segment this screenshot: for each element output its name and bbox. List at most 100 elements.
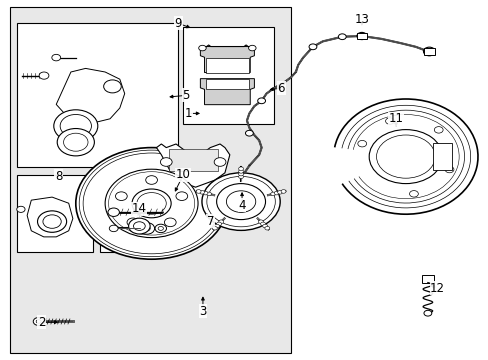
Text: 8: 8 [55, 170, 62, 183]
Circle shape [108, 172, 194, 235]
Circle shape [281, 190, 285, 193]
Polygon shape [205, 58, 248, 72]
Text: 1: 1 [184, 107, 192, 120]
Circle shape [338, 34, 346, 40]
Circle shape [54, 110, 98, 142]
Text: 4: 4 [238, 199, 245, 212]
Circle shape [238, 167, 243, 171]
Circle shape [226, 191, 255, 212]
Polygon shape [27, 197, 73, 237]
Circle shape [423, 47, 434, 56]
Circle shape [203, 191, 207, 195]
Circle shape [43, 215, 61, 228]
Circle shape [143, 226, 150, 231]
Circle shape [105, 169, 198, 238]
Circle shape [109, 225, 118, 232]
Circle shape [270, 192, 275, 196]
Circle shape [76, 148, 227, 259]
Circle shape [176, 192, 187, 201]
Polygon shape [156, 144, 229, 187]
Circle shape [212, 226, 217, 230]
Text: 10: 10 [176, 168, 190, 181]
Circle shape [39, 72, 49, 79]
Circle shape [199, 190, 204, 194]
Circle shape [103, 80, 121, 93]
Circle shape [238, 175, 243, 179]
Bar [432, 143, 451, 170]
Circle shape [132, 189, 171, 218]
Text: 6: 6 [277, 82, 285, 95]
Circle shape [108, 208, 119, 216]
Text: 12: 12 [429, 282, 444, 294]
Circle shape [139, 222, 154, 234]
Bar [17, 175, 93, 252]
Circle shape [408, 190, 417, 197]
Circle shape [57, 129, 94, 156]
Text: 9: 9 [174, 17, 182, 30]
Bar [356, 33, 366, 39]
Circle shape [115, 192, 127, 201]
Circle shape [218, 220, 223, 224]
Circle shape [385, 118, 394, 124]
Bar [424, 48, 434, 55]
Circle shape [257, 98, 265, 104]
Circle shape [238, 172, 243, 176]
Circle shape [137, 193, 166, 214]
Circle shape [262, 224, 267, 228]
Circle shape [308, 44, 316, 50]
Polygon shape [168, 149, 217, 171]
Circle shape [260, 222, 265, 226]
Circle shape [214, 224, 219, 228]
Circle shape [128, 218, 150, 234]
Circle shape [127, 218, 139, 227]
Circle shape [216, 222, 221, 226]
Circle shape [145, 176, 157, 184]
Text: 14: 14 [132, 202, 146, 215]
Circle shape [444, 166, 453, 173]
Circle shape [214, 158, 225, 166]
Circle shape [356, 32, 366, 40]
Circle shape [238, 170, 243, 173]
Circle shape [202, 173, 280, 230]
Circle shape [423, 310, 431, 316]
Circle shape [357, 140, 366, 147]
Circle shape [155, 224, 166, 233]
Circle shape [33, 318, 44, 325]
Circle shape [206, 192, 211, 196]
Circle shape [196, 190, 201, 193]
Circle shape [248, 45, 256, 51]
Circle shape [277, 190, 282, 194]
Circle shape [216, 184, 265, 220]
Circle shape [17, 206, 25, 212]
Circle shape [158, 226, 163, 230]
Circle shape [164, 218, 176, 227]
Circle shape [133, 222, 145, 230]
Polygon shape [200, 46, 254, 72]
Bar [10, 7, 290, 353]
Circle shape [264, 226, 269, 230]
Circle shape [245, 130, 253, 136]
Circle shape [368, 130, 442, 184]
Circle shape [38, 211, 66, 232]
Circle shape [36, 320, 41, 323]
Circle shape [206, 176, 275, 227]
Circle shape [274, 191, 279, 195]
Circle shape [63, 133, 88, 151]
Text: 5: 5 [182, 89, 189, 102]
Polygon shape [56, 68, 124, 122]
Text: 2: 2 [38, 316, 45, 329]
Polygon shape [200, 78, 254, 105]
Bar [100, 175, 176, 252]
Circle shape [198, 45, 206, 51]
Circle shape [79, 150, 224, 257]
Text: 3: 3 [199, 305, 206, 318]
Text: 7: 7 [206, 215, 214, 228]
Circle shape [83, 153, 220, 254]
Circle shape [60, 114, 91, 138]
Text: 11: 11 [388, 112, 403, 125]
Circle shape [160, 158, 172, 166]
Circle shape [52, 54, 61, 61]
Text: 13: 13 [354, 13, 368, 26]
Circle shape [258, 220, 263, 224]
Circle shape [376, 135, 434, 178]
